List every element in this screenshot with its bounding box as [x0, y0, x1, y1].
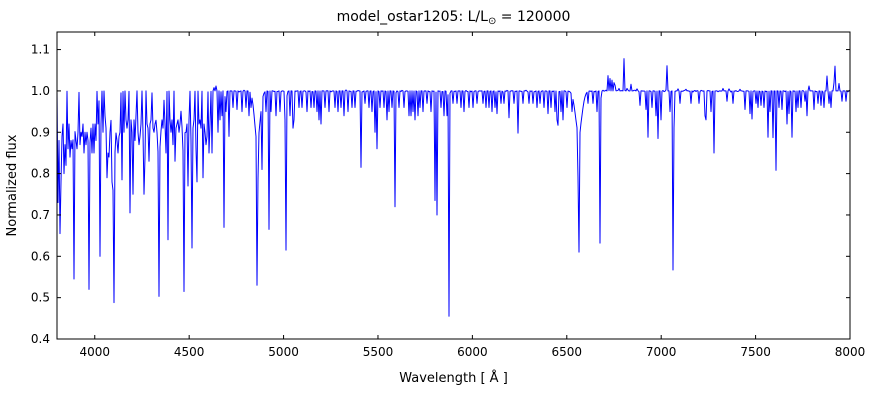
y-tick-label: 0.5 — [31, 291, 50, 305]
solar-symbol: ⊙ — [488, 16, 496, 27]
y-tick-label: 0.8 — [31, 167, 50, 181]
x-axis-label: Wavelength [ Å ] — [399, 370, 508, 386]
x-tick-label: 4000 — [79, 345, 110, 359]
x-tick-label: 5500 — [363, 345, 394, 359]
x-tick-label: 6500 — [552, 345, 583, 359]
spectrum-line — [56, 58, 851, 317]
plot-title: model_ostar1205: L/L⊙ = 120000 — [337, 9, 571, 27]
x-tick-label: 6000 — [457, 345, 488, 359]
axis-ticks — [57, 32, 851, 340]
x-tick-label: 4500 — [174, 345, 205, 359]
y-tick-label: 0.9 — [31, 125, 50, 139]
plot-title-prefix: model_ostar1205: L/L — [337, 9, 489, 25]
y-axis-label: Normalized flux — [5, 134, 20, 236]
x-tick-label: 5000 — [268, 345, 299, 359]
plot-frame — [56, 31, 851, 340]
y-tick-label: 0.7 — [31, 208, 50, 222]
axis-tick-labels: 4000 4500 5000 5500 6000 6500 7000 7500 8000 0.4 0… — [31, 43, 865, 359]
x-tick-label: 7500 — [740, 345, 771, 359]
y-tick-label: 0.6 — [31, 249, 50, 263]
y-tick-label: 0.4 — [31, 332, 50, 346]
spectrum-trace — [56, 58, 851, 317]
x-tick-label: 8000 — [835, 345, 866, 359]
y-tick-label: 1.0 — [31, 84, 50, 98]
plot-title-suffix: = 120000 — [496, 9, 570, 25]
y-tick-label: 1.1 — [31, 43, 50, 57]
x-tick-label: 7000 — [646, 345, 677, 359]
